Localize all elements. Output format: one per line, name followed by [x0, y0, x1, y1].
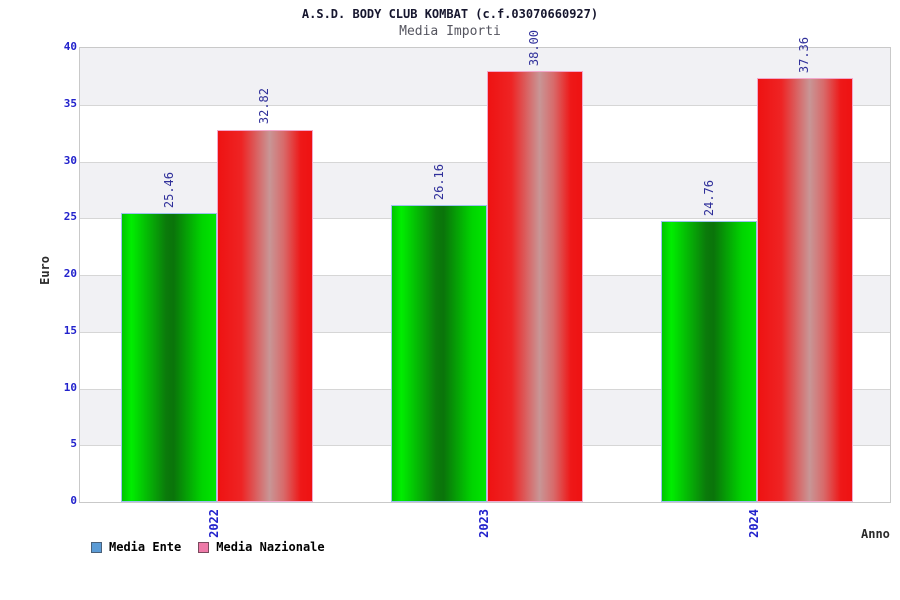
x-tick-label-text: 2024	[747, 509, 761, 538]
legend-item-media-nazionale: Media Nazionale	[198, 540, 325, 554]
bar-value-label-2022-1: 32.82	[256, 88, 272, 124]
bar-value-label-2022-0: 25.46	[161, 172, 177, 208]
bar-value-label-text: 26.16	[431, 163, 446, 201]
bar-value-label-text: 25.46	[161, 171, 176, 209]
y-tick-label-5: 5	[70, 437, 77, 451]
y-tick-label-20: 20	[63, 267, 77, 280]
x-tick-label-text: 2022	[207, 509, 221, 538]
bar-media-nazionale-2022	[216, 129, 313, 502]
bar-value-label-2023-1: 38.00	[526, 30, 542, 66]
x-axis-title: Anno	[861, 527, 890, 541]
legend-label-media-ente: Media Ente	[109, 540, 182, 554]
bar-media-ente-2022	[121, 213, 217, 502]
plot-band	[80, 48, 890, 105]
chart-subtitle: Media Importi	[399, 24, 501, 39]
bar-value-label-text: 38.00	[527, 29, 542, 66]
bar-media-ente-2023	[391, 205, 487, 502]
plot-band	[80, 104, 890, 162]
y-tick-label-15: 15	[63, 323, 77, 337]
bar-media-nazionale-2024	[756, 77, 853, 502]
legend-swatch-media-ente-icon	[91, 541, 102, 553]
y-tick-label-40: 40	[63, 40, 77, 53]
legend: Media Ente Media Nazionale	[91, 540, 325, 554]
y-tick-label-25: 25	[63, 210, 77, 224]
bar-value-label-text: 32.82	[257, 88, 272, 125]
x-tick-label-text: 2023	[477, 509, 491, 538]
plot-area: 25.46 32.82 26.16 38.00 24.76 37.36	[79, 30, 891, 503]
bar-value-label-text: 37.36	[797, 36, 812, 73]
x-tick-label-2023: 2023	[476, 509, 492, 538]
legend-item-media-ente: Media Ente	[91, 540, 181, 554]
bar-value-label-text: 24.76	[701, 179, 716, 216]
legend-swatch-media-nazionale-icon	[198, 541, 210, 553]
x-tick-label-2024: 2024	[746, 509, 762, 538]
bar-value-label-2024-1: 37.36	[796, 37, 812, 73]
x-tick-label-2022: 2022	[206, 509, 222, 538]
y-tick-label-35: 35	[63, 96, 77, 110]
bar-value-label-2023-0: 26.16	[431, 164, 447, 200]
bar-media-nazionale-2023	[486, 70, 583, 502]
gridline	[80, 161, 890, 163]
page-title: A.S.D. BODY CLUB KOMBAT (c.f.03070660927…	[301, 7, 599, 21]
y-tick-label-30: 30	[63, 153, 77, 167]
bar-value-label-2024-0: 24.76	[701, 180, 717, 216]
bar-media-ente-2024	[661, 220, 757, 502]
y-tick-label-10: 10	[63, 380, 77, 394]
gridline	[80, 104, 890, 106]
legend-label-media-nazionale: Media Nazionale	[216, 540, 325, 554]
y-tick-label-0: 0	[70, 494, 77, 507]
